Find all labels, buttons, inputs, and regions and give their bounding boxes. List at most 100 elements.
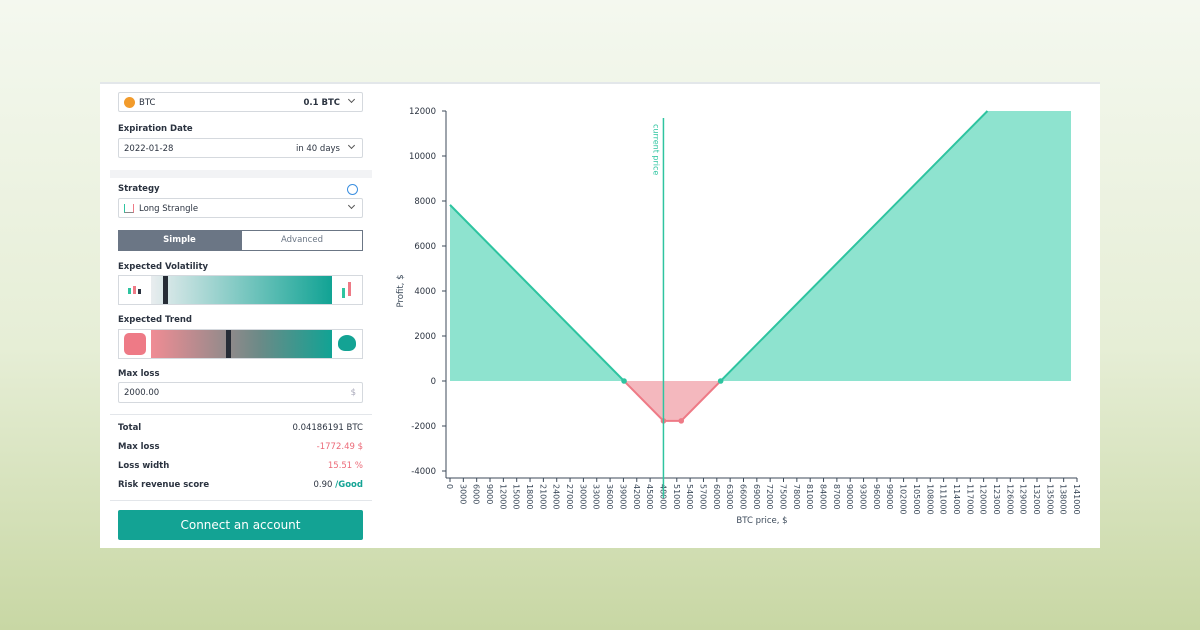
- date-select[interactable]: 2022-01-28 in 40 days: [118, 138, 363, 158]
- x-tick-label: 84000: [819, 484, 828, 509]
- x-tick-label: 132000: [1032, 484, 1041, 515]
- track: [151, 276, 332, 304]
- x-tick-label: 15000: [512, 484, 521, 509]
- value: 15.51 %: [327, 461, 363, 471]
- x-tick-label: 108000: [925, 484, 934, 515]
- value: 0.90: [313, 480, 333, 490]
- x-tick-label: 60000: [712, 484, 721, 509]
- icon: [133, 286, 136, 294]
- key: Max loss: [118, 442, 160, 452]
- x-tick-label: 27000: [565, 484, 574, 509]
- x-tick-label: 114000: [952, 484, 961, 515]
- x-tick-label: 72000: [765, 484, 774, 509]
- y-tick-label: 4000: [414, 287, 436, 297]
- value-wrap: 0.90 /Good: [314, 480, 364, 490]
- chevron: [347, 95, 356, 104]
- x-tick-label: 141000: [1072, 484, 1081, 515]
- profit-area: [450, 111, 1071, 381]
- chevron: [347, 141, 356, 150]
- x-tick-label: 138000: [1059, 484, 1068, 515]
- x-tick-label: 36000: [605, 484, 614, 509]
- y-axis-label: Profit, $: [396, 275, 406, 308]
- strategy-icon: [124, 204, 134, 213]
- y-tick-label: 10000: [409, 152, 436, 162]
- x-tick-label: 117000: [965, 484, 974, 515]
- label: Expected Trend: [118, 315, 193, 325]
- label: Expected Volatility: [118, 262, 209, 272]
- icon: [138, 289, 141, 294]
- icon: [128, 288, 131, 294]
- y-tick-label: 2000: [414, 332, 436, 342]
- separator: [110, 414, 372, 415]
- point: [621, 378, 627, 384]
- separator: [110, 500, 372, 501]
- input-value: 2000.00: [124, 388, 160, 398]
- x-tick-label: 105000: [912, 484, 921, 515]
- slider-thumb[interactable]: [226, 330, 231, 358]
- label: Strategy: [118, 184, 160, 194]
- volatility-slider[interactable]: [118, 275, 363, 305]
- icon: [348, 282, 351, 296]
- x-tick-label: 18000: [525, 484, 534, 509]
- max-loss-input[interactable]: 2000.00 $: [118, 382, 363, 403]
- x-tick-label: 87000: [832, 484, 841, 509]
- tab[interactable]: Simple: [118, 230, 241, 251]
- x-tick-label: 30000: [578, 484, 587, 509]
- play-icon[interactable]: [347, 184, 358, 195]
- bear-icon: [124, 333, 146, 355]
- x-tick-label: 129000: [1019, 484, 1028, 515]
- connect-button[interactable]: Connect an account: [118, 510, 363, 540]
- grade: /Good: [335, 480, 363, 490]
- y-tick-label: 6000: [414, 242, 436, 252]
- key: Total: [118, 423, 142, 433]
- y-tick-label: -4000: [411, 467, 436, 477]
- label: Max loss: [118, 369, 160, 379]
- x-tick-label: 24000: [552, 484, 561, 509]
- key: Risk revenue score: [118, 480, 210, 490]
- x-tick-label: 0: [445, 484, 454, 489]
- x-tick-label: 69000: [752, 484, 761, 509]
- x-tick-label: 90000: [845, 484, 854, 509]
- x-tick-label: 78000: [792, 484, 801, 509]
- x-tick-label: 33000: [592, 484, 601, 509]
- x-tick-label: 93000: [859, 484, 868, 509]
- x-tick-label: 123000: [992, 484, 1001, 515]
- loss-line: [622, 381, 723, 422]
- trend-slider[interactable]: [118, 329, 363, 359]
- x-tick-label: 135000: [1045, 484, 1054, 515]
- x-tick-label: 111000: [939, 484, 948, 515]
- x-tick-label: 21000: [538, 484, 547, 509]
- strategy-select[interactable]: Long Strangle: [118, 198, 363, 218]
- x-tick-label: 51000: [672, 484, 681, 509]
- amount: 0.1 BTC: [303, 98, 340, 108]
- profit-line: [449, 110, 989, 381]
- x-tick-label: 12000: [498, 484, 507, 509]
- x-tick-label: 42000: [632, 484, 641, 509]
- btc-icon: [124, 97, 135, 108]
- date: 2022-01-28: [124, 144, 174, 154]
- tab[interactable]: Advanced: [241, 230, 363, 251]
- x-tick-label: 63000: [725, 484, 734, 509]
- icon: [342, 288, 345, 298]
- value: 0.04186191 BTC: [292, 423, 363, 433]
- x-tick-label: 57000: [698, 484, 707, 509]
- asset: BTC: [139, 98, 156, 108]
- x-tick-label: 75000: [779, 484, 788, 509]
- y-tick-label: 8000: [414, 197, 436, 207]
- y-tick-label: -2000: [411, 422, 436, 432]
- track: [151, 330, 332, 358]
- x-tick-label: 126000: [1005, 484, 1014, 515]
- key: Loss width: [118, 461, 170, 471]
- x-tick-label: 66000: [738, 484, 747, 509]
- label: Expiration Date: [118, 124, 193, 134]
- x-tick-label: 45000: [645, 484, 654, 509]
- x-tick-label: 9000: [485, 484, 494, 504]
- asset-select[interactable]: BTC 0.1 BTC: [118, 92, 363, 112]
- x-tick-label: 96000: [872, 484, 881, 509]
- point: [717, 378, 724, 384]
- x-axis-label: BTC price, $: [736, 516, 787, 526]
- x-tick-label: 39000: [618, 484, 627, 509]
- slider-thumb[interactable]: [163, 276, 168, 304]
- x-tick-label: 6000: [472, 484, 481, 504]
